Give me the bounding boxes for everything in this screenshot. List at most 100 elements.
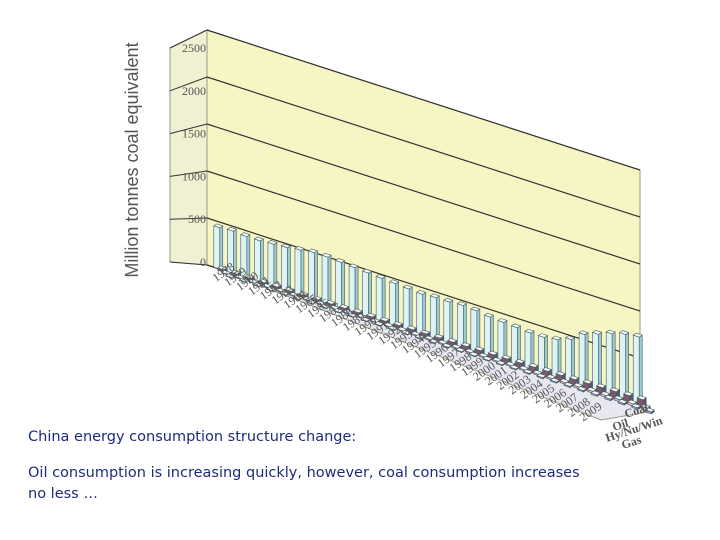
- bar-top: [609, 387, 620, 393]
- bar-top: [586, 387, 597, 392]
- bar-top: [491, 357, 503, 362]
- bar-top: [252, 282, 263, 287]
- bar-coal: [375, 274, 386, 323]
- bar-face: [632, 334, 640, 406]
- bar-coal: [564, 335, 576, 384]
- bar-top: [420, 329, 431, 335]
- bar-face: [578, 332, 586, 388]
- bar-top: [595, 383, 607, 389]
- bar-face: [497, 320, 505, 362]
- bar-side: [354, 265, 359, 314]
- y-tick-label: 500: [188, 212, 206, 226]
- bar-side: [435, 295, 440, 340]
- bar-top: [406, 325, 417, 331]
- bar-face: [443, 299, 451, 344]
- bar-top: [536, 373, 547, 379]
- gridline-side: [169, 29, 208, 49]
- bar-top: [568, 375, 580, 381]
- y-tick-label: 2000: [182, 84, 206, 98]
- bar-gas: [410, 331, 421, 337]
- bar-top: [451, 344, 462, 349]
- bar-top: [474, 346, 485, 352]
- bar-hy-nu-win: [522, 369, 534, 375]
- bar-side: [490, 314, 494, 358]
- bar-top: [280, 243, 292, 249]
- bar-top: [271, 282, 282, 288]
- bar-hy-nu-win: [225, 273, 236, 279]
- series-label: Gas: [620, 432, 644, 452]
- y-tick-label: 1500: [182, 127, 206, 141]
- bar-top: [248, 278, 259, 284]
- bar-coal: [294, 245, 305, 296]
- gridline-side: [169, 123, 208, 135]
- bar-top: [298, 291, 309, 297]
- bar-side: [314, 250, 318, 301]
- bar-top: [555, 371, 566, 376]
- bars: [213, 223, 655, 415]
- bar-top: [433, 333, 444, 339]
- bar-hy-nu-win: [590, 390, 601, 397]
- bar-top: [497, 318, 508, 323]
- bar-top: [416, 290, 427, 295]
- bar-coal: [402, 284, 413, 331]
- bar-hy-nu-win: [576, 386, 588, 393]
- bar-coal: [213, 223, 224, 270]
- bar-top: [348, 263, 359, 269]
- gridline: [206, 123, 641, 265]
- bar-hy-nu-win: [455, 347, 466, 354]
- bar-hy-nu-win: [549, 377, 561, 384]
- gridline: [206, 29, 641, 171]
- bar-top: [456, 301, 468, 306]
- bar-oil: [555, 371, 566, 383]
- bar-coal: [497, 318, 508, 362]
- bar-side: [584, 332, 589, 388]
- bar-top: [495, 360, 507, 366]
- bar-face: [619, 332, 627, 401]
- bar-face: [565, 337, 572, 384]
- bar-hy-nu-win: [346, 312, 358, 319]
- gridline-side: [169, 261, 208, 266]
- bar-side: [503, 319, 508, 362]
- bar-hy-nu-win: [428, 338, 439, 345]
- bar-top: [402, 284, 413, 290]
- bar-hy-nu-win: [441, 343, 452, 349]
- bar-top: [441, 343, 452, 348]
- bar-top: [279, 290, 290, 296]
- bar-top: [342, 309, 354, 314]
- bar-side: [611, 331, 616, 397]
- bar-top: [582, 379, 593, 385]
- caption-line-2: Oil consumption is increasing quickly, h…: [28, 465, 580, 502]
- bar-top: [501, 354, 512, 360]
- bar-hy-nu-win: [292, 295, 304, 301]
- bar-side: [638, 334, 643, 406]
- bar-top: [311, 295, 323, 301]
- bar-top: [564, 335, 576, 341]
- bar-top: [288, 291, 300, 297]
- bar-top: [333, 308, 344, 313]
- bar-top: [468, 351, 480, 357]
- bar-face: [429, 295, 437, 340]
- bar-gas: [518, 365, 530, 372]
- bar-hy-nu-win: [509, 364, 520, 371]
- bar-top: [360, 316, 371, 322]
- bar-face: [457, 303, 464, 349]
- bar-top: [636, 395, 647, 401]
- bar-top: [487, 350, 499, 356]
- bar-top: [294, 245, 305, 251]
- bar-hy-nu-win: [468, 351, 480, 358]
- bar-face: [538, 335, 545, 375]
- bar-face: [375, 276, 383, 323]
- bar-top: [613, 395, 624, 401]
- bar-top: [379, 317, 390, 322]
- bar-coal: [619, 330, 630, 401]
- bar-top: [599, 391, 611, 396]
- bar-top: [617, 399, 628, 404]
- bar-hy-nu-win: [414, 334, 425, 340]
- bar-hy-nu-win: [279, 290, 290, 297]
- bar-coal: [388, 279, 400, 327]
- bar-hy-nu-win: [603, 394, 615, 402]
- gridline: [206, 170, 641, 312]
- bar-top: [576, 386, 588, 391]
